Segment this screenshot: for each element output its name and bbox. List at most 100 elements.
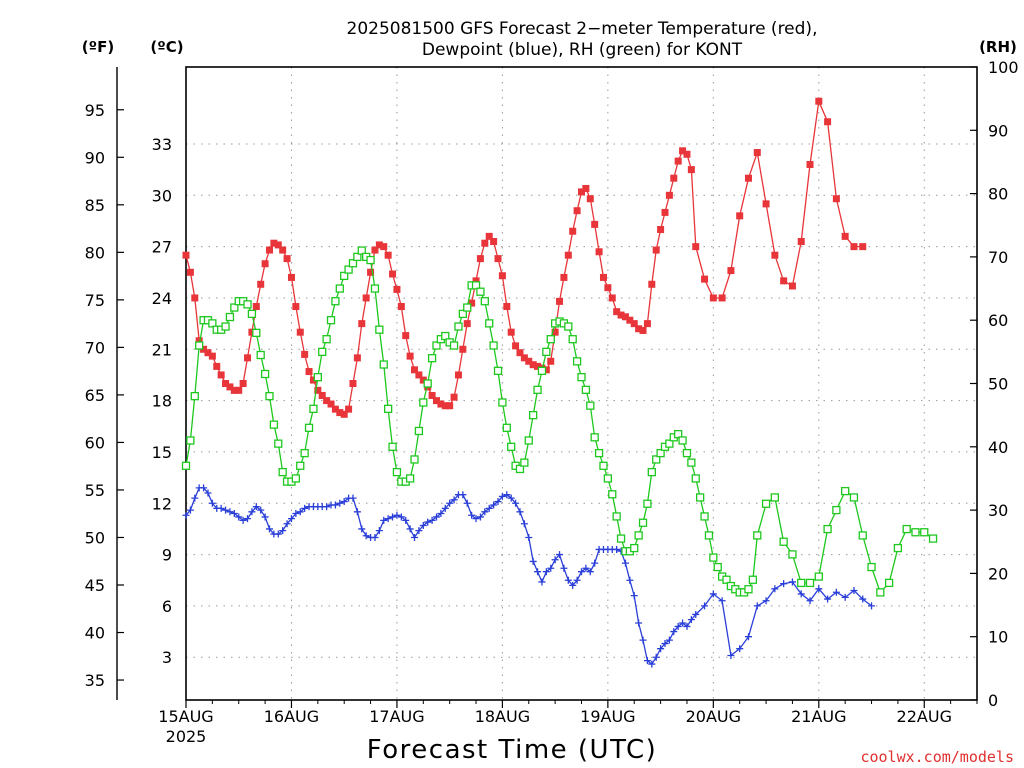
temperature-point [520, 354, 528, 362]
temperature-point [507, 328, 515, 336]
rh-point [515, 464, 525, 474]
dewpoint-point [753, 602, 761, 610]
rh-point [181, 461, 191, 470]
rh-point [190, 392, 199, 401]
temperature-point [270, 239, 278, 247]
temperature-point [591, 220, 599, 228]
axes [116, 66, 978, 708]
temperature-point [613, 308, 621, 316]
dewpoint-point [560, 564, 568, 572]
dewpoint-point [771, 585, 779, 593]
tick-label-year: 2025 [166, 727, 207, 746]
dewpoint-point [868, 602, 876, 610]
temperature-point [657, 226, 665, 234]
temperature-point [595, 248, 603, 256]
temperature-point [389, 270, 397, 278]
rh-point [269, 420, 279, 429]
dewpoint-point [788, 578, 796, 586]
temperature-point [200, 345, 208, 353]
dewpoint-point [204, 489, 212, 497]
rh-point [876, 588, 885, 597]
dewpoint-point [626, 576, 634, 584]
dewpoint-point [389, 513, 397, 521]
rh-point [370, 284, 380, 293]
dewpoint-point [353, 508, 361, 516]
tick-label-date: 15AUG [158, 707, 213, 726]
dewpoint-point [349, 494, 357, 502]
dewpoint-point [683, 622, 691, 630]
temperature-point [397, 303, 405, 311]
dewpoint-point [648, 660, 656, 668]
temperature-point [512, 342, 520, 350]
rh-point [832, 505, 841, 515]
temperature-point [318, 391, 326, 399]
dewpoint-point [230, 510, 238, 518]
tick-label-date: 16AUG [264, 707, 319, 726]
dewpoint-point [208, 499, 216, 507]
temperature-point [296, 328, 304, 336]
dewpoint-point [472, 515, 480, 523]
dewpoint-point [292, 510, 300, 518]
temperature-point [687, 166, 695, 174]
tick-label-rh: 0 [988, 691, 998, 710]
dewpoint-point [582, 564, 590, 572]
tick-label-rh: 90 [988, 121, 1008, 140]
dewpoint-point [186, 506, 194, 514]
dewpoint-point [665, 636, 673, 644]
rh-point [643, 499, 652, 508]
dewpoint-point [191, 494, 199, 502]
temperature-point [468, 299, 476, 307]
rh-point [243, 300, 252, 309]
rh-point [419, 398, 428, 407]
dewpoint-point [235, 513, 243, 521]
dewpoint-point [652, 653, 660, 661]
dewpoint-point [613, 545, 621, 553]
dewpoint-point [261, 513, 269, 521]
tick-label-date: 19AUG [580, 707, 635, 726]
dewpoint-point [476, 513, 484, 521]
rh-point [577, 373, 586, 382]
rh-point [313, 373, 322, 382]
temperature-point [415, 371, 423, 379]
temperature-point [599, 273, 607, 281]
rh-point [529, 410, 538, 420]
temperature-point [441, 402, 449, 410]
dewpoint-point [375, 527, 383, 535]
dewpoint-point [520, 520, 528, 528]
temperature-point [402, 332, 410, 340]
rh-point [265, 392, 274, 401]
rh-point [331, 297, 340, 306]
dewpoint-point [507, 494, 515, 502]
chart-title: 2025081500 GFS Forecast 2−meter Temperat… [347, 19, 818, 39]
rh-point [383, 404, 393, 413]
temperature-point [235, 386, 243, 394]
rh-point [326, 316, 336, 325]
temperature-point [709, 294, 717, 302]
dewpoint-point [569, 581, 577, 589]
dewpoint-point [718, 597, 726, 605]
dewpoint-point [296, 508, 304, 516]
rh-point [379, 360, 388, 369]
temperature-point [525, 357, 533, 365]
dewpoint-point [362, 532, 370, 540]
tick-label-fahrenheit: 45 [85, 576, 105, 595]
temperature-point [608, 294, 616, 302]
dewpoint-point [701, 602, 709, 610]
tick-label-rh: 80 [988, 185, 1008, 204]
tick-label-rh: 50 [988, 375, 1008, 394]
temperature-point [604, 284, 612, 292]
dewpoint-point [446, 499, 454, 507]
rh-point [186, 436, 195, 445]
dewpoint-point [850, 587, 858, 595]
dewpoint-point [797, 590, 805, 598]
rh-point [252, 328, 261, 338]
dewpoint-point [542, 568, 550, 576]
temperature-point [569, 227, 577, 235]
dewpoint-point [556, 551, 564, 559]
temperature-point [797, 238, 805, 246]
temperature-point [309, 376, 317, 384]
dewpoint-point [481, 508, 489, 516]
dewpoint-point [371, 533, 379, 541]
